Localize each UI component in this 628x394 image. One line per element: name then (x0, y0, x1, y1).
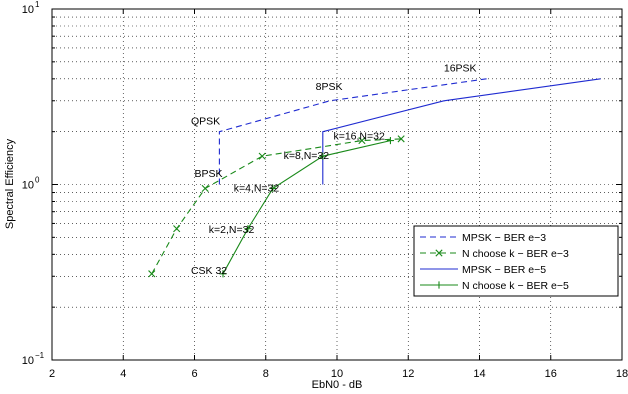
y-tick-label: 10 0 (22, 176, 40, 192)
data-point-series-2 (201, 184, 209, 192)
data-point-series-2 (148, 270, 156, 278)
y-tick-base: 10 (22, 355, 34, 367)
annotation-label: k=2,N=32 (209, 224, 255, 236)
x-tick-label: 6 (191, 368, 197, 380)
legend-label-2: N choose k − BER e−3 (462, 248, 569, 260)
series-line-1 (218, 78, 487, 185)
data-point-series-4 (319, 152, 327, 160)
y-tick-exponent: 1 (35, 0, 40, 9)
x-tick-label: 18 (616, 368, 628, 380)
series-markers (148, 135, 405, 278)
x-tick-label: 2 (49, 368, 55, 380)
x-tick-label: 16 (545, 368, 557, 380)
y-tick-label: 10 1 (22, 0, 40, 16)
x-tick-label: 12 (402, 368, 414, 380)
legend-box (413, 225, 619, 297)
annotation-label: 8PSK (316, 81, 343, 93)
annotations: 16PSK 8PSK QPSK BPSK k=16,N=32k=8,N=32 k=4,N=… (191, 63, 477, 277)
data-point-series-4 (219, 270, 227, 278)
y-tick-exponent: 0 (35, 176, 40, 185)
annotation-label: k=4,N=32 (234, 183, 280, 195)
legend-marker-2 (435, 249, 443, 257)
annotation-label: QPSK (191, 115, 220, 127)
plot-frame (51, 8, 623, 361)
x-tick-label: 14 (473, 368, 485, 380)
data-point-series-2 (358, 136, 366, 145)
y-tick-base: 10 (22, 4, 34, 16)
y-tick-label: 10 −1 (22, 351, 45, 367)
annotation-label: BPSK (195, 168, 223, 180)
x-tick-labels: 2 4 6 8 10 12 14 16 18 (49, 368, 628, 380)
series-line-2 (151, 138, 402, 275)
legend-label-4: N choose k − BER e−5 (462, 280, 569, 292)
data-point-series-2 (173, 225, 181, 233)
y-tick-base: 10 (22, 180, 34, 192)
annotation-label: 16PSK (444, 63, 477, 75)
annotation-label: k=16,N=32 (333, 131, 385, 143)
legend-marker-4 (435, 281, 443, 289)
x-tick-label: 4 (120, 368, 126, 380)
y-axis-label: Spectral Efficiency (4, 138, 16, 229)
x-tick-label: 8 (263, 368, 269, 380)
annotation-label: CSK 32 (191, 265, 227, 277)
y-tick-exponent: −1 (35, 351, 45, 360)
x-axis-label: EbN0 - dB (312, 379, 363, 391)
data-point-series-4 (244, 225, 252, 233)
data-point-series-2 (397, 135, 405, 143)
data-point-series-2 (258, 152, 266, 160)
data-point-series-4 (386, 136, 395, 145)
x-tick-label: 10 (331, 368, 343, 380)
annotation-label: k=8,N=32 (284, 150, 330, 162)
legend-label-1: MPSK − BER e−3 (462, 232, 546, 244)
grid (52, 9, 622, 360)
legend-label-3: MPSK − BER e−5 (462, 264, 546, 276)
data-point-series-4 (269, 184, 277, 193)
legend: MPSK − BER e−3 N choose k − BER e−3 MPSK −… (413, 225, 619, 297)
